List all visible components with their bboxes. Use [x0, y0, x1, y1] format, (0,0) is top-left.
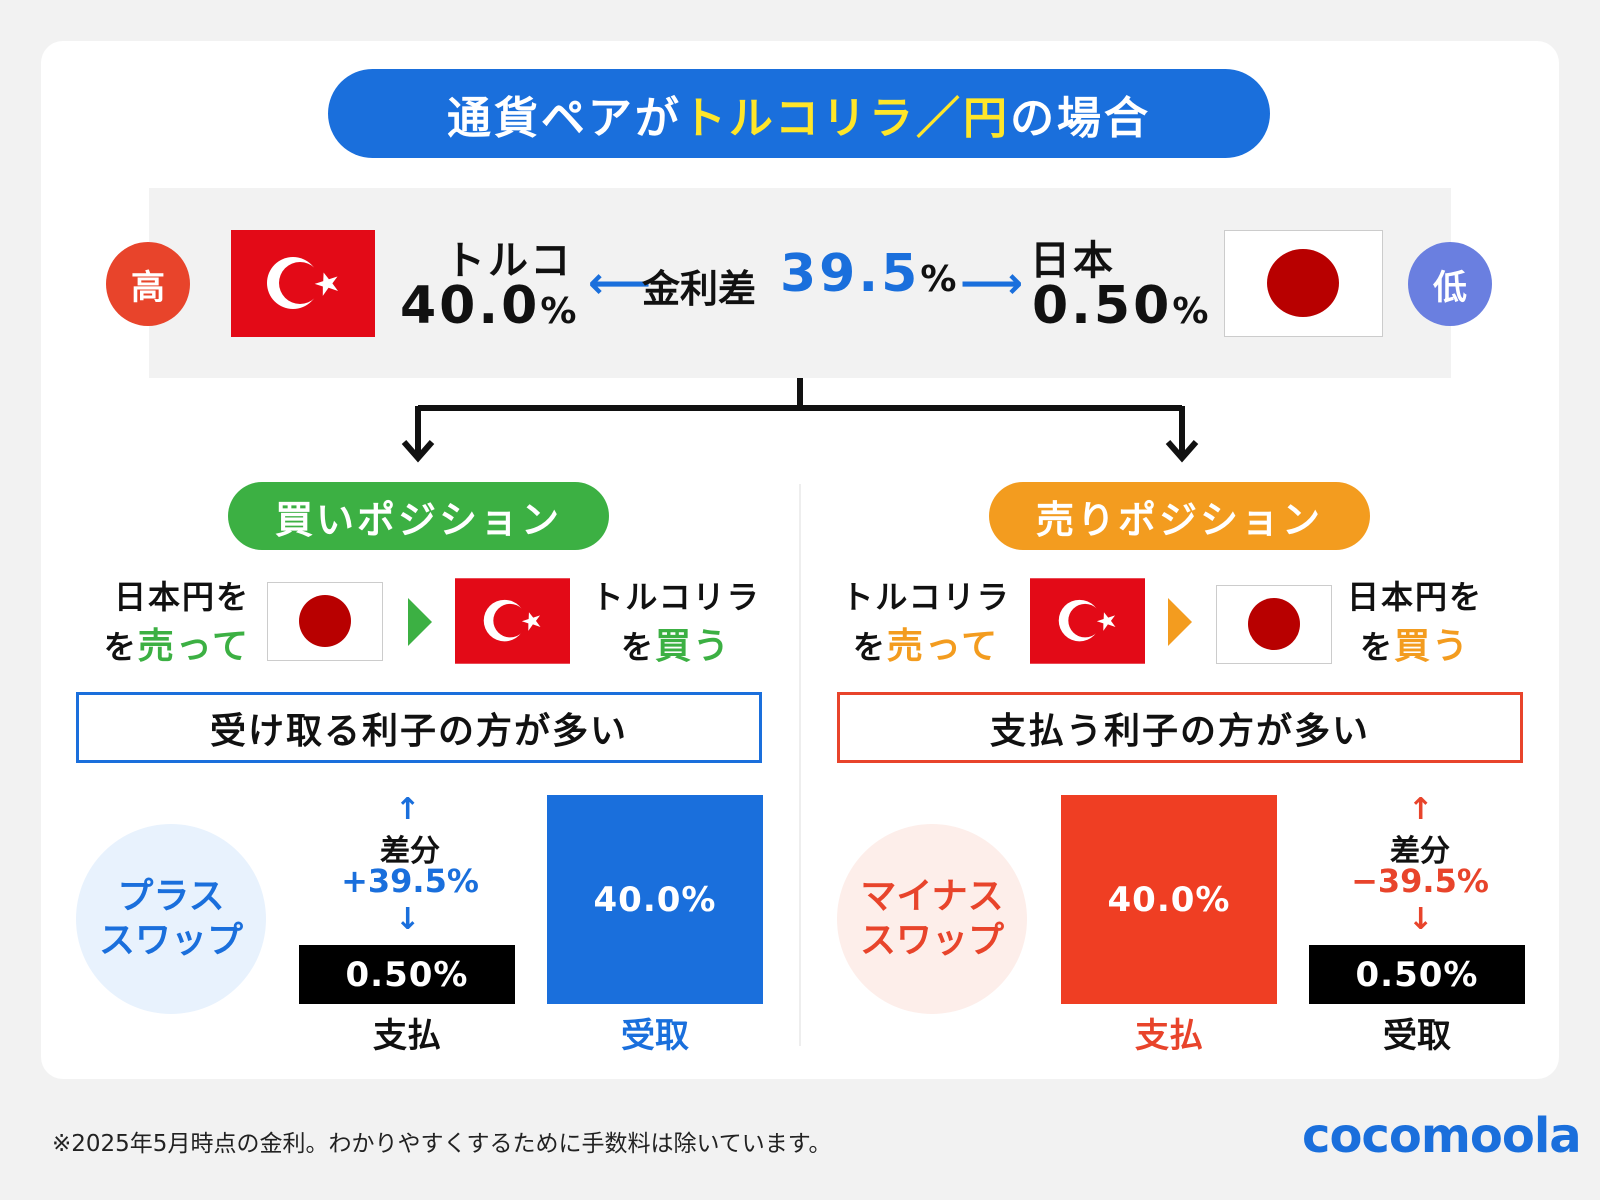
- arrow-down-icon: ↓: [1408, 902, 1434, 937]
- minus-swap-badge: マイナス スワップ: [837, 824, 1027, 1014]
- sell-summary: 支払う利子の方が多い: [837, 692, 1523, 763]
- buy-from-line2: を売って: [100, 622, 250, 672]
- buy-diff-label: 差分: [380, 834, 440, 869]
- diff-value: 39.5%: [780, 244, 959, 304]
- buy-from-particle: を: [103, 628, 138, 666]
- turkey-flag-icon: [455, 578, 570, 664]
- sell-to-text: 日本円を を買う: [1340, 572, 1490, 672]
- sell-pay-label: 支払: [1135, 1016, 1203, 1056]
- sell-from-text: トルコリラ を売って: [836, 572, 1016, 672]
- buy-receive-label: 受取: [621, 1016, 689, 1056]
- diff-unit: %: [920, 259, 960, 300]
- page-title: 通貨ペアが トルコリラ／円 の場合: [328, 69, 1270, 158]
- footnote: ※2025年5月時点の金利。わかりやすくするために手数料は除いています。: [52, 1131, 832, 1157]
- high-badge: 高: [106, 242, 190, 326]
- arrow-right-icon: ⟶: [960, 258, 1024, 309]
- japan-name: 日本: [1030, 238, 1116, 284]
- sell-receive-bar: 0.50%: [1309, 945, 1525, 1004]
- japan-flag-icon: [1224, 230, 1383, 337]
- turkey-rate-unit: %: [540, 291, 580, 332]
- japan-flag-icon: [1216, 585, 1332, 664]
- buy-from-verb: 売って: [137, 626, 250, 667]
- sell-diff-value: −39.5%: [1351, 862, 1489, 900]
- title-part1: 通貨ペアが: [446, 92, 682, 144]
- buy-pay-bar: 0.50%: [299, 945, 515, 1004]
- buy-diff-value: +39.5%: [341, 862, 479, 900]
- sell-position-label: 売りポジション: [989, 482, 1370, 550]
- buy-from-text: 日本円を を売って: [100, 572, 250, 672]
- sell-from-verb: 売って: [886, 626, 1000, 667]
- turkey-name: トルコ: [445, 238, 574, 284]
- triangle-right-icon: [1168, 598, 1192, 646]
- turkey-flag-icon: [231, 230, 375, 337]
- sell-receive-label: 受取: [1383, 1016, 1451, 1056]
- sell-diff-label: 差分: [1390, 834, 1450, 869]
- title-highlight: トルコリラ／円: [681, 92, 1011, 144]
- sell-to-line1: 日本円を: [1346, 578, 1483, 616]
- arrow-left-icon: ⟵: [588, 258, 652, 309]
- japan-rate-unit: %: [1172, 291, 1212, 332]
- plus-swap-badge: プラス スワップ: [76, 824, 266, 1014]
- buy-summary: 受け取る利子の方が多い: [76, 692, 762, 763]
- sell-from-line1: トルコリラ: [841, 578, 1011, 616]
- buy-to-line1: トルコリラ: [591, 578, 761, 616]
- japan-rate-value: 0.50: [1032, 276, 1173, 336]
- sell-to-particle: を: [1359, 628, 1394, 666]
- sell-from-line2: を売って: [836, 622, 1016, 672]
- buy-to-text: トルコリラ を買う: [586, 572, 766, 672]
- sell-pay-bar: 40.0%: [1061, 795, 1277, 1004]
- buy-pay-label: 支払: [373, 1016, 441, 1056]
- japan-flag-icon: [267, 582, 383, 661]
- turkey-rate-value: 40.0: [400, 276, 541, 336]
- low-badge: 低: [1408, 242, 1492, 326]
- arrow-up-icon: ↑: [395, 792, 421, 827]
- buy-from-line1: 日本円を: [113, 578, 250, 616]
- sell-from-particle: を: [852, 628, 887, 666]
- diff-label: 金利差: [642, 267, 757, 311]
- japan-rate: 0.50%: [1032, 276, 1211, 336]
- buy-receive-bar: 40.0%: [547, 795, 763, 1004]
- turkey-rate: 40.0%: [400, 276, 579, 336]
- buy-to-particle: を: [620, 628, 655, 666]
- triangle-right-icon: [408, 598, 432, 646]
- cocomoola-logo: cocomoola: [1302, 1108, 1582, 1164]
- turkey-flag-icon: [1030, 578, 1145, 664]
- diff-value-number: 39.5: [780, 244, 921, 304]
- arrow-down-icon: ↓: [395, 902, 421, 937]
- buy-to-line2: を買う: [586, 622, 766, 672]
- sell-to-line2: を買う: [1340, 622, 1490, 672]
- title-part2: の場合: [1010, 92, 1152, 144]
- divider: [799, 484, 801, 1046]
- buy-position-label: 買いポジション: [228, 482, 609, 550]
- arrow-up-icon: ↑: [1408, 792, 1434, 827]
- buy-to-verb: 買う: [655, 626, 732, 667]
- branch-connector: [401, 378, 1199, 463]
- sell-to-verb: 買う: [1394, 626, 1471, 667]
